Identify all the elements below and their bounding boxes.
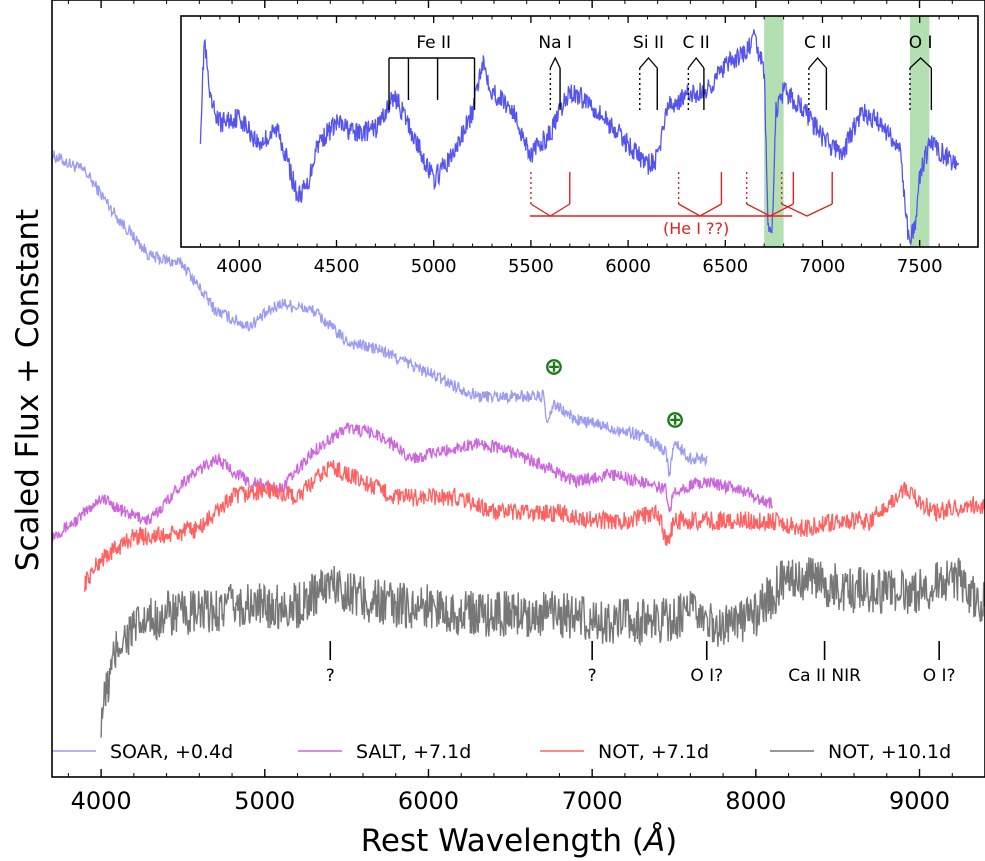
inset-line-chevron (909, 57, 932, 69)
series-line-0 (52, 150, 708, 477)
he-i-chevron (746, 203, 794, 217)
telluric-marker: ⊕ (665, 406, 685, 434)
telluric-band (764, 16, 784, 247)
inset-line-chevron (639, 57, 658, 69)
inset-telluric-bands (764, 16, 930, 247)
inset-x-tick-label: 5500 (508, 256, 554, 277)
inset-x-tick-label: 6000 (605, 256, 651, 277)
inset-line-label: C II (804, 33, 831, 53)
telluric-band (909, 16, 930, 247)
main-series-group (52, 150, 985, 738)
line-id-label: Ca II NIR (788, 666, 861, 686)
inset-x-tick-label: 4000 (216, 256, 262, 277)
inset-line-label: Si II (633, 33, 664, 53)
legend-label: SALT, +7.1d (356, 741, 471, 763)
inset-annotation-group: Fe II Na I Si II C II C II O I (He I ??) (388, 33, 933, 238)
series-line-3 (100, 557, 985, 738)
inset-background (181, 16, 978, 247)
inset-line-chevron (549, 56, 561, 69)
inset-line-label: Na I (538, 33, 572, 53)
series-line-2 (84, 460, 985, 592)
legend-label: SOAR, +0.4d (110, 741, 233, 763)
main-x-tick-label: 7000 (562, 787, 623, 815)
inset-line-chevron (687, 56, 705, 69)
inset-x-axis: 4000 4500 5000 5500 6000 6500 7000 7500 (199, 16, 979, 277)
legend: SOAR, +0.4d SALT, +7.1d NOT, +7.1d NOT, +10… (52, 741, 951, 763)
he-i-chevron (678, 203, 722, 217)
inset-line-chevron (808, 57, 827, 69)
line-id-label: ? (588, 666, 597, 686)
inset-x-tick-label: 6500 (702, 256, 748, 277)
main-plot: ⊕ ⊕?? O I? Ca II NIR O I? SOAR, +0.4d SALT, +… (10, 0, 985, 859)
main-x-axis-label: Rest Wavelength (Å) (361, 823, 678, 859)
inset-x-tick-label: 5000 (411, 256, 457, 277)
he-i-label: (He I ??) (663, 219, 729, 238)
inset-line-label: O I (909, 33, 933, 53)
inset-x-tick-label: 4500 (314, 256, 360, 277)
inset-x-tick-label: 7500 (897, 256, 943, 277)
main-x-axis: 4000 5000 6000 7000 8000 9000 (67, 0, 985, 815)
inset-series-line (199, 29, 960, 246)
he-i-chevron (781, 203, 833, 217)
line-id-label: ? (326, 666, 335, 686)
main-annotation-group: ⊕ ⊕?? O I? Ca II NIR O I? (326, 352, 956, 686)
legend-label: NOT, +7.1d (598, 741, 709, 763)
series-line-1 (52, 421, 773, 543)
main-x-tick-label: 8000 (725, 787, 786, 815)
inset-line-label: Fe II (416, 33, 451, 53)
he-i-chevron (530, 203, 571, 217)
main-x-tick-label: 4000 (71, 787, 132, 815)
main-x-tick-label: 9000 (889, 787, 950, 815)
legend-label: NOT, +10.1d (828, 741, 951, 763)
line-id-label: O I? (690, 666, 723, 686)
inset-x-tick-label: 7000 (800, 256, 846, 277)
telluric-marker: ⊕ (544, 352, 564, 380)
main-y-axis-label: Scaled Flux + Constant (10, 209, 46, 571)
main-plot-frame (51, 0, 985, 778)
main-x-tick-label: 6000 (398, 787, 459, 815)
inset-line-label: C II (682, 33, 709, 53)
line-id-label: O I? (923, 666, 956, 686)
main-x-tick-label: 5000 (234, 787, 295, 815)
inset-plot: Fe II Na I Si II C II C II O I(He I ??) 4000 4… (180, 15, 979, 277)
inset-plot-frame (180, 15, 979, 248)
inset-series-group (199, 29, 960, 246)
